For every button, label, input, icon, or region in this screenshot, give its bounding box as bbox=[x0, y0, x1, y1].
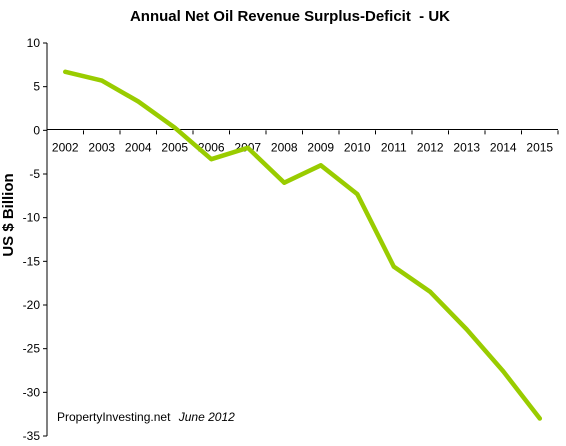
y-tick-label: -15 bbox=[23, 254, 41, 268]
data-point bbox=[428, 289, 433, 294]
y-tick-label: -5 bbox=[29, 167, 40, 181]
chart-title: Annual Net Oil Revenue Surplus-Deficit -… bbox=[130, 8, 450, 25]
data-point bbox=[63, 69, 68, 74]
x-tick-label: 2002 bbox=[52, 140, 79, 154]
y-axis-ticks: 10 5 0 -5 -10 -15 -20 -25 -30 -35 bbox=[23, 36, 47, 443]
source-note: PropertyInvesting.net June 2012 bbox=[57, 410, 235, 424]
x-tick-label: 2013 bbox=[453, 140, 480, 154]
x-tick-label: 2010 bbox=[344, 140, 371, 154]
x-tick-label: 2011 bbox=[381, 140, 407, 154]
y-tick-label: -25 bbox=[23, 342, 41, 356]
x-tick-label: 2014 bbox=[490, 140, 517, 154]
data-point bbox=[318, 163, 323, 168]
x-tick-label: 2009 bbox=[307, 140, 334, 154]
x-tick-label: 2015 bbox=[526, 140, 553, 154]
x-tick-label: 2005 bbox=[161, 140, 188, 154]
y-tick-label: -10 bbox=[23, 211, 41, 225]
x-tick-label: 2004 bbox=[125, 140, 152, 154]
y-tick-label: -30 bbox=[23, 385, 41, 399]
data-point bbox=[282, 180, 287, 185]
y-tick-label: -35 bbox=[23, 429, 41, 443]
data-point bbox=[209, 157, 214, 162]
data-point bbox=[355, 192, 360, 197]
y-tick-label: 5 bbox=[33, 80, 40, 94]
data-point bbox=[245, 145, 250, 150]
data-point bbox=[537, 416, 542, 421]
y-tick-label: 0 bbox=[33, 123, 40, 137]
y-tick-label: -20 bbox=[23, 298, 41, 312]
series-line bbox=[63, 69, 543, 421]
source-name: PropertyInvesting.net bbox=[57, 410, 171, 424]
x-tick-label: 2008 bbox=[271, 140, 298, 154]
y-tick-label: 10 bbox=[27, 36, 41, 50]
data-point bbox=[391, 264, 396, 269]
data-point bbox=[136, 99, 141, 104]
x-tick-label: 2003 bbox=[88, 140, 115, 154]
data-point bbox=[99, 78, 104, 83]
source-date: June 2012 bbox=[178, 410, 235, 424]
data-point bbox=[501, 369, 506, 374]
series-group bbox=[63, 69, 543, 421]
data-point bbox=[464, 327, 469, 332]
x-tick-label: 2012 bbox=[417, 140, 444, 154]
y-axis-label: US $ Billion bbox=[0, 173, 17, 256]
x-axis-ticks: 2002200320042005200620072008200920102011… bbox=[46, 130, 559, 154]
data-point bbox=[172, 125, 177, 130]
